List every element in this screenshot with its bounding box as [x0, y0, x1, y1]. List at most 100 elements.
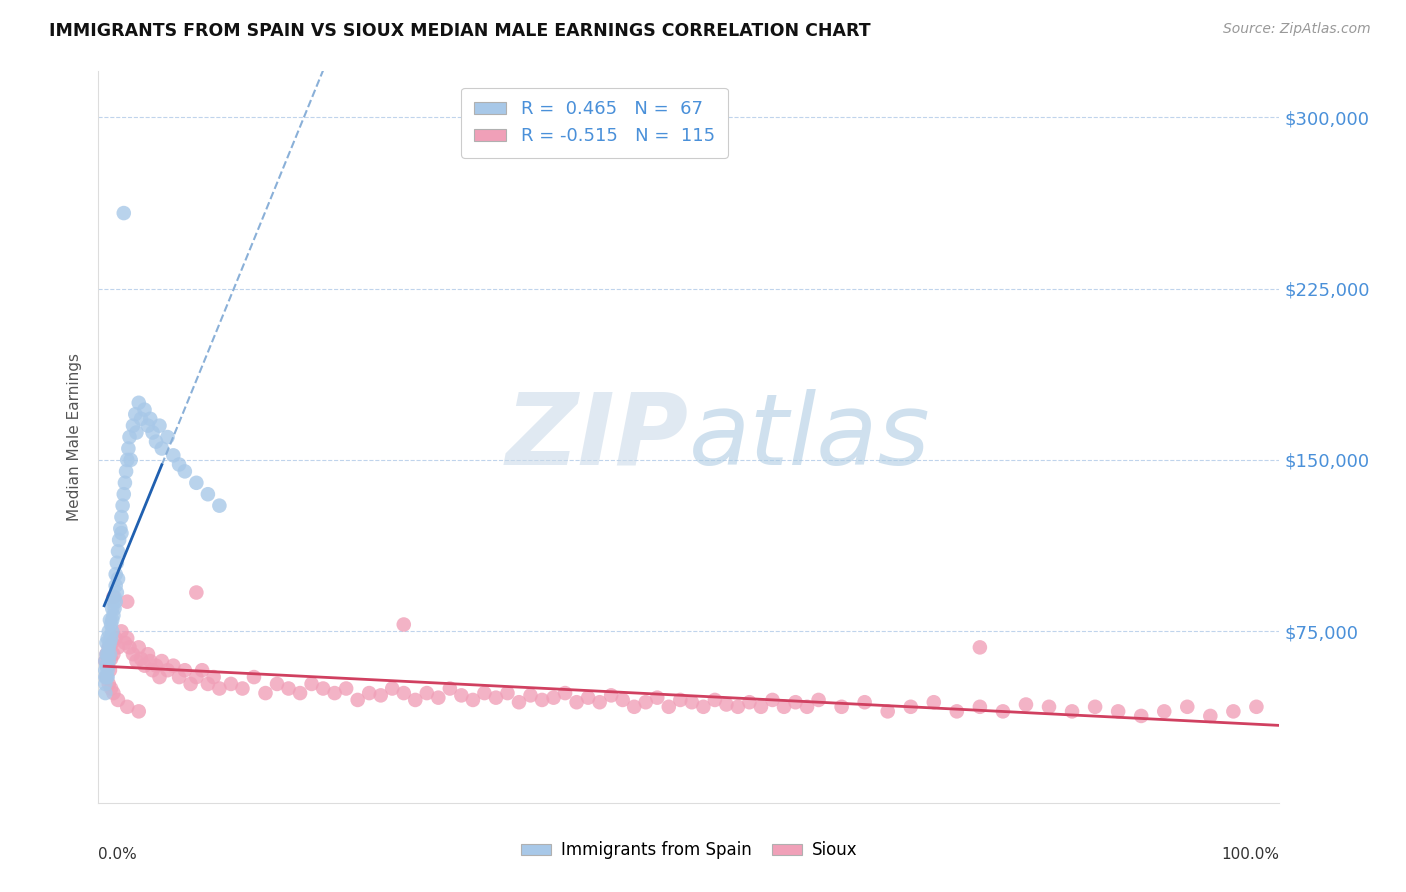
Point [519, 689, 541, 703]
Point [208, 681, 231, 696]
Point [111, 499, 134, 513]
Point [148, 418, 170, 433]
Point [219, 677, 242, 691]
Point [97, 640, 120, 655]
Legend: Immigrants from Spain, Sioux: Immigrants from Spain, Sioux [512, 833, 866, 868]
Point [94, 654, 117, 668]
Point [335, 681, 357, 696]
Point [97, 658, 120, 673]
Point [94, 686, 117, 700]
Point [107, 640, 129, 655]
Point [186, 585, 208, 599]
Point [876, 705, 898, 719]
Point [96, 647, 118, 661]
Point [565, 695, 588, 709]
Point [1246, 699, 1268, 714]
Point [381, 681, 404, 696]
Point [100, 652, 122, 666]
Point [150, 654, 173, 668]
Point [100, 617, 122, 632]
Point [129, 652, 152, 666]
Point [191, 663, 214, 677]
Point [103, 590, 125, 604]
Point [404, 693, 426, 707]
Point [94, 663, 117, 677]
Point [427, 690, 450, 705]
Point [254, 686, 277, 700]
Point [969, 640, 991, 655]
Point [96, 647, 118, 661]
Point [1084, 699, 1107, 714]
Point [323, 686, 346, 700]
Point [991, 705, 1014, 719]
Point [97, 624, 120, 639]
Text: 0.0%: 0.0% [98, 847, 138, 862]
Point [703, 693, 725, 707]
Point [727, 699, 749, 714]
Point [97, 677, 120, 691]
Point [94, 654, 117, 668]
Point [554, 686, 576, 700]
Point [807, 693, 830, 707]
Point [110, 526, 132, 541]
Point [97, 654, 120, 668]
Point [969, 699, 991, 714]
Point [148, 670, 170, 684]
Point [103, 608, 125, 623]
Point [103, 647, 125, 661]
Point [692, 699, 714, 714]
Point [94, 677, 117, 691]
Point [117, 442, 139, 456]
Text: 100.0%: 100.0% [1222, 847, 1279, 862]
Point [120, 453, 142, 467]
Y-axis label: Median Male Earnings: Median Male Earnings [67, 353, 83, 521]
Point [392, 617, 415, 632]
Point [1015, 698, 1038, 712]
Point [94, 670, 117, 684]
Point [97, 663, 120, 677]
Point [439, 681, 461, 696]
Point [243, 670, 266, 684]
Point [761, 693, 783, 707]
Point [136, 647, 159, 661]
Point [588, 695, 610, 709]
Point [496, 686, 519, 700]
Point [115, 632, 138, 646]
Point [1130, 709, 1153, 723]
Point [108, 533, 131, 547]
Point [485, 690, 508, 705]
Point [634, 695, 657, 709]
Point [716, 698, 738, 712]
Point [392, 686, 415, 700]
Point [97, 647, 120, 661]
Point [231, 681, 253, 696]
Point [103, 594, 125, 608]
Point [1060, 705, 1083, 719]
Point [134, 658, 156, 673]
Point [96, 670, 118, 684]
Point [104, 579, 127, 593]
Point [576, 690, 599, 705]
Point [474, 686, 496, 700]
Point [100, 681, 122, 696]
Text: Source: ZipAtlas.com: Source: ZipAtlas.com [1223, 22, 1371, 37]
Point [129, 411, 152, 425]
Point [103, 686, 125, 700]
Point [853, 695, 876, 709]
Point [531, 693, 554, 707]
Point [600, 689, 623, 703]
Point [112, 206, 135, 220]
Point [105, 556, 128, 570]
Point [142, 425, 165, 440]
Point [1107, 705, 1129, 719]
Point [197, 487, 219, 501]
Point [186, 475, 208, 490]
Point [110, 624, 132, 639]
Point [98, 613, 121, 627]
Point [110, 521, 132, 535]
Point [101, 624, 124, 639]
Point [156, 430, 179, 444]
Point [461, 693, 484, 707]
Point [612, 693, 634, 707]
Point [946, 705, 969, 719]
